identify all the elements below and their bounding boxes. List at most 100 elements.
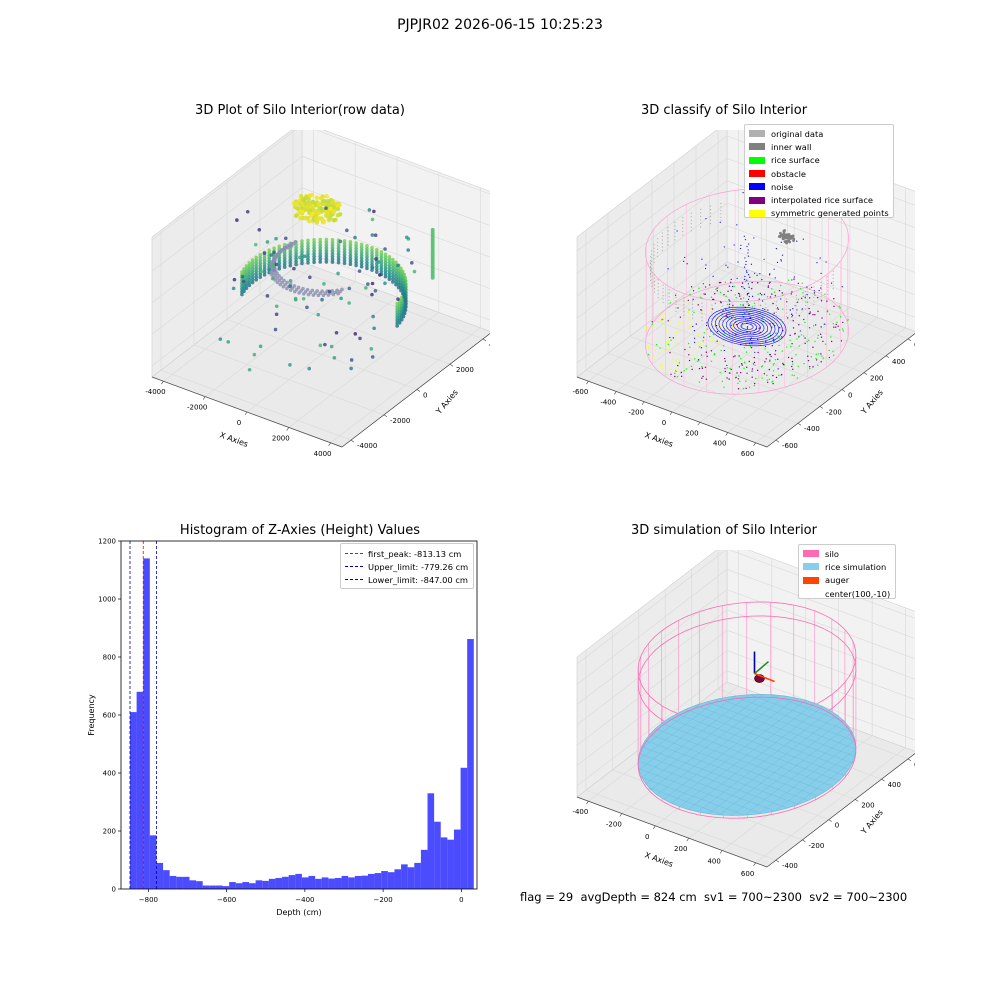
data-point	[324, 211, 330, 216]
data-point	[342, 250, 347, 254]
original-point	[721, 319, 723, 321]
noise-point	[816, 262, 818, 264]
data-point	[383, 255, 388, 259]
classified-point	[768, 378, 770, 381]
original-point	[662, 294, 664, 297]
original-point	[795, 312, 797, 314]
original-point	[786, 312, 788, 314]
y-tick-label: 400	[892, 358, 905, 366]
noise-point	[744, 306, 746, 309]
data-point	[258, 258, 263, 263]
classified-point	[678, 322, 680, 324]
classified-point	[757, 351, 759, 354]
data-point	[257, 227, 262, 232]
data-point	[342, 258, 347, 263]
original-point	[732, 320, 734, 322]
original-point	[675, 310, 677, 313]
noise-point	[811, 286, 813, 288]
data-point	[277, 244, 282, 249]
data-point	[262, 273, 267, 277]
classified-point	[709, 309, 711, 311]
noise-point	[736, 224, 738, 226]
classified-point	[672, 337, 675, 339]
noise-ring	[711, 308, 783, 345]
data-point	[241, 279, 246, 284]
grid-line	[576, 135, 728, 252]
data-point	[403, 298, 408, 303]
data-point	[391, 266, 395, 270]
classified-point	[692, 298, 694, 300]
data-point	[258, 264, 263, 268]
classified-point	[824, 293, 826, 295]
noise-point	[697, 359, 700, 361]
original-point	[732, 313, 734, 315]
legend-item: auger	[803, 574, 895, 587]
classified-point	[705, 351, 708, 353]
original-point	[709, 215, 712, 218]
data-point	[318, 243, 323, 247]
original-point	[813, 300, 815, 302]
data-point	[258, 261, 263, 266]
classified-point	[708, 284, 711, 286]
x-tick	[686, 837, 689, 842]
original-point	[690, 230, 692, 232]
original-point	[820, 292, 822, 294]
histogram-bar	[249, 883, 256, 889]
classified-point	[760, 366, 763, 368]
classified-point	[791, 365, 793, 368]
data-point	[273, 327, 278, 332]
grid-line	[695, 285, 887, 357]
x-tick-label: 0	[237, 419, 241, 427]
classified-point	[647, 353, 650, 356]
original-point	[661, 242, 663, 245]
classified-point	[688, 327, 691, 329]
data-point	[240, 292, 244, 297]
classified-point	[820, 361, 822, 363]
classified-point	[804, 337, 806, 339]
data-point	[391, 277, 395, 281]
classified-point	[706, 355, 708, 358]
original-point	[690, 226, 692, 228]
original-point	[653, 261, 655, 263]
data-point	[359, 256, 364, 261]
y-tick-label: 600	[914, 341, 915, 349]
original-point	[674, 228, 676, 230]
data-point	[254, 263, 259, 268]
histogram-bar	[453, 829, 461, 889]
classified-point	[714, 293, 716, 295]
original-point	[701, 313, 703, 315]
classified-point	[767, 381, 769, 384]
classified-point	[820, 336, 823, 338]
data-point	[354, 263, 358, 268]
classified-point	[665, 332, 667, 334]
classified-point	[773, 340, 775, 342]
noise-point	[686, 263, 688, 265]
classified-point	[797, 282, 800, 285]
original-point	[675, 293, 677, 295]
original-point	[701, 302, 703, 304]
auger-x-arrow	[754, 672, 775, 683]
data-point	[306, 257, 310, 262]
data-point	[306, 260, 310, 265]
data-point	[254, 258, 259, 262]
noise-point	[731, 316, 733, 319]
original-point	[775, 311, 777, 313]
data-point	[379, 261, 384, 265]
data-point	[330, 199, 336, 204]
data-point	[354, 255, 358, 259]
x-tick	[619, 813, 623, 817]
y-tick	[449, 363, 454, 367]
data-point	[336, 260, 341, 265]
data-point	[359, 262, 364, 266]
legend-label: interpolated rice surface	[771, 195, 874, 206]
data-point	[342, 255, 347, 260]
original-point	[711, 304, 713, 306]
classified-point	[796, 301, 799, 303]
data-point	[297, 202, 303, 207]
data-point	[306, 241, 310, 245]
data-point	[396, 271, 401, 276]
classified-point	[718, 282, 721, 284]
data-point	[359, 253, 364, 258]
classified-point	[667, 343, 669, 346]
classified-point	[729, 281, 732, 284]
